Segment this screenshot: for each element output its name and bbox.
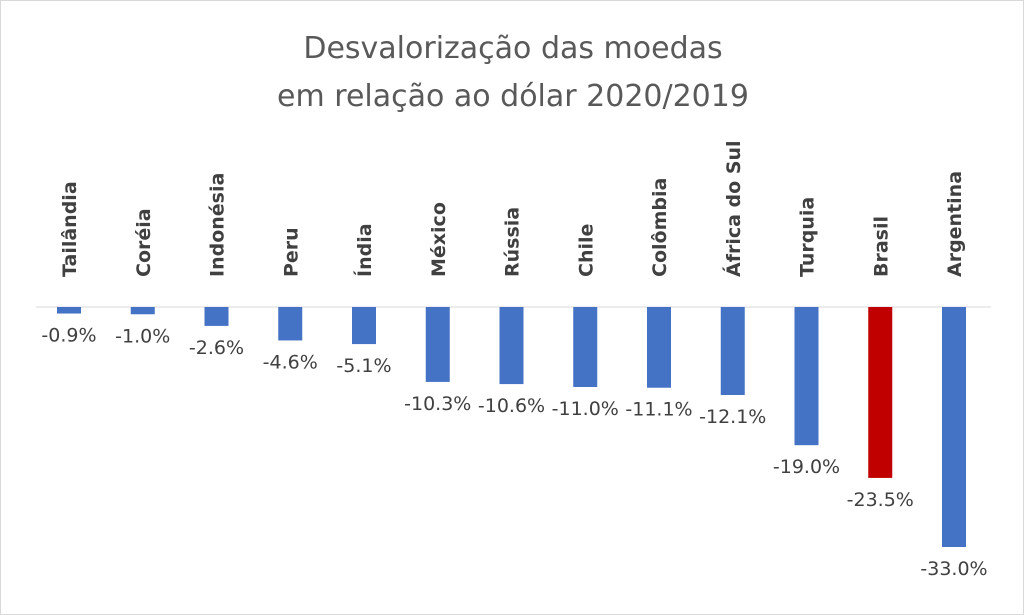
category-label-11: Brasil (870, 216, 892, 277)
category-label-9: África do Sul (722, 140, 745, 277)
data-label-0: -0.9% (41, 325, 96, 347)
bar-10 (794, 307, 819, 446)
bar-6 (499, 307, 524, 385)
bar-8 (647, 307, 671, 388)
category-label-5: México (428, 202, 450, 277)
category-label-2: Indonésia (207, 173, 229, 277)
bar-9 (720, 307, 745, 395)
data-label-9: -12.1% (699, 406, 766, 428)
bar-7 (573, 307, 598, 387)
category-label-10: Turquia (797, 197, 819, 277)
data-label-4: -5.1% (336, 355, 391, 377)
category-label-3: Peru (280, 227, 302, 277)
category-label-4: Índia (353, 223, 376, 277)
bar-1 (130, 307, 155, 315)
data-label-5: -10.3% (404, 393, 471, 415)
bar-3 (278, 307, 303, 341)
data-label-10: -19.0% (773, 456, 840, 478)
category-label-1: Coréia (133, 208, 155, 277)
bar-4 (352, 307, 376, 345)
data-label-7: -11.0% (552, 398, 619, 420)
chart-title-line-2: em relação ao dólar 2020/2019 (277, 79, 749, 114)
data-label-3: -4.6% (263, 351, 318, 373)
bar-5 (425, 307, 450, 382)
chart-title-line-1: Desvalorização das moedas (303, 31, 723, 66)
category-label-8: Colômbia (649, 178, 671, 277)
category-label-0: Tailândia (59, 181, 81, 277)
bar-0 (57, 307, 81, 314)
category-label-7: Chile (575, 224, 597, 277)
data-label-2: -2.6% (189, 337, 244, 359)
data-label-6: -10.6% (478, 395, 545, 417)
data-label-12: -33.0% (920, 558, 987, 580)
bar-12 (942, 307, 966, 547)
bar-11 (868, 307, 893, 478)
data-label-1: -1.0% (115, 325, 170, 347)
bar-2 (204, 307, 229, 326)
data-label-11: -23.5% (847, 489, 914, 511)
data-label-8: -11.1% (625, 399, 692, 421)
category-label-12: Argentina (944, 171, 966, 277)
category-label-6: Rússia (502, 207, 524, 277)
